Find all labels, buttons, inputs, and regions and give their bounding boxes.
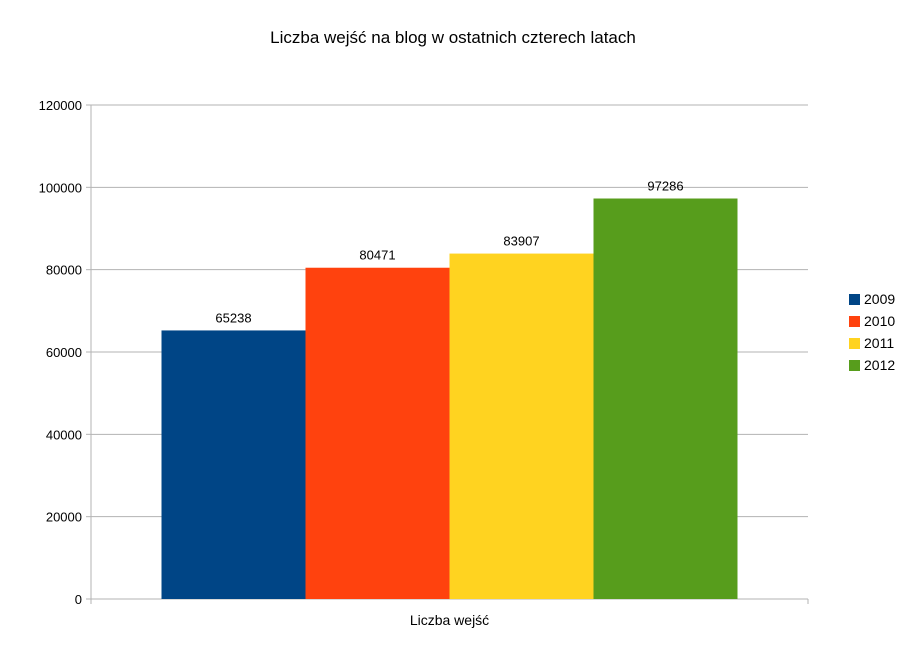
- y-tick-label: 100000: [39, 180, 82, 195]
- legend-label: 2012: [864, 357, 896, 373]
- bars: [161, 198, 738, 599]
- data-label-2012: 97286: [647, 179, 683, 194]
- legend-item-2012: 2012: [849, 354, 895, 376]
- y-tick-label: 120000: [39, 98, 82, 113]
- y-tick-label: 40000: [46, 427, 82, 442]
- legend-swatch: [849, 359, 860, 371]
- chart-title: Liczba wejść na blog w ostatnich czterec…: [270, 28, 636, 47]
- data-labels: 65238 80471 83907 97286: [215, 179, 683, 326]
- legend-item-2010: 2010: [849, 310, 895, 332]
- bar-2012: [593, 198, 738, 599]
- bar-2010: [305, 267, 450, 599]
- y-tick-label: 80000: [46, 263, 82, 278]
- legend-swatch: [849, 315, 860, 327]
- legend-label: 2010: [864, 313, 896, 329]
- legend-label: 2009: [864, 291, 896, 307]
- x-category-label: Liczba wejść: [410, 612, 489, 628]
- legend-swatch: [849, 293, 860, 305]
- data-label-2011: 83907: [503, 234, 539, 249]
- data-label-2010: 80471: [359, 248, 395, 263]
- bar-2009: [161, 330, 306, 599]
- legend-item-2011: 2011: [849, 332, 895, 354]
- y-tick-label: 20000: [46, 510, 82, 525]
- data-label-2009: 65238: [215, 310, 251, 325]
- legend-swatch: [849, 337, 860, 349]
- legend-item-2009: 2009: [849, 288, 895, 310]
- legend: 2009 2010 2011 2012: [849, 288, 895, 376]
- y-tick-label: 0: [75, 592, 82, 607]
- y-tick-label: 60000: [46, 345, 82, 360]
- legend-label: 2011: [864, 335, 895, 351]
- bar-2011: [449, 253, 594, 599]
